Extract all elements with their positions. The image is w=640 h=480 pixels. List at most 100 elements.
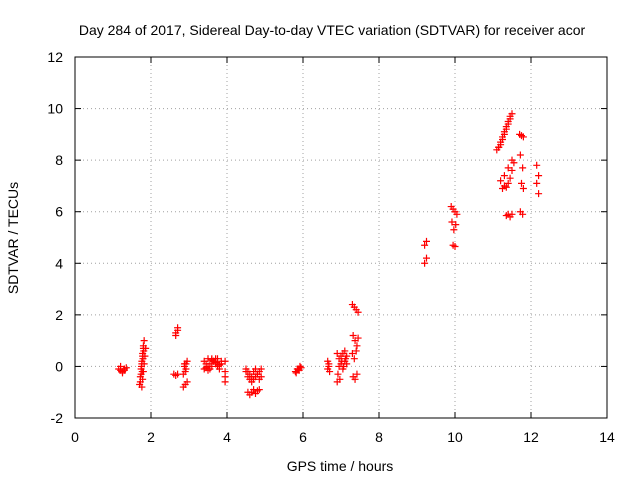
data-point — [353, 342, 361, 350]
data-point — [172, 329, 180, 337]
data-point — [142, 344, 150, 352]
y-tick-label: 0 — [55, 358, 63, 374]
data-point — [212, 355, 220, 363]
data-point — [499, 136, 506, 144]
data-point — [174, 324, 182, 332]
data-point — [497, 177, 505, 185]
data-point — [502, 183, 510, 191]
data-point — [140, 360, 148, 368]
data-point — [533, 161, 541, 169]
data-point — [296, 362, 304, 370]
data-point — [452, 221, 460, 229]
data-point — [182, 365, 190, 373]
data-point — [453, 210, 461, 218]
data-point — [508, 166, 516, 174]
data-point — [221, 378, 229, 386]
data-point — [500, 172, 508, 180]
data-point — [504, 179, 512, 187]
data-point — [204, 366, 212, 374]
data-point — [257, 365, 265, 373]
data-point — [508, 210, 516, 218]
x-axis-label: GPS time / hours — [287, 458, 394, 474]
y-tick-label: 2 — [55, 307, 63, 323]
data-point — [519, 210, 527, 218]
data-point — [518, 179, 525, 187]
data-point — [139, 368, 147, 376]
data-point — [183, 378, 191, 386]
data-point — [255, 386, 263, 394]
y-axis-label: SDTVAR / TECUs — [5, 182, 21, 294]
data-point — [506, 115, 514, 123]
data-point — [117, 362, 125, 370]
data-point — [502, 125, 510, 133]
data-point — [351, 375, 359, 383]
x-tick-label: 10 — [447, 429, 463, 445]
data-point — [497, 141, 505, 149]
data-point — [343, 360, 351, 368]
data-point — [423, 237, 430, 245]
data-point — [348, 350, 356, 358]
data-point — [500, 130, 508, 138]
data-point — [451, 243, 459, 251]
data-point — [508, 110, 516, 118]
data-point — [448, 218, 456, 226]
y-tick-label: 12 — [47, 49, 63, 65]
data-point — [140, 337, 148, 345]
data-point — [504, 120, 512, 128]
data-point — [353, 370, 361, 378]
grid-lines — [75, 57, 607, 418]
data-point — [334, 370, 342, 378]
data-point — [421, 241, 429, 249]
data-point — [139, 375, 147, 383]
x-tick-label: 12 — [523, 429, 539, 445]
y-tick-label: 4 — [55, 255, 63, 271]
data-point — [533, 179, 541, 187]
data-point — [354, 308, 362, 316]
data-point — [217, 360, 225, 368]
data-point — [204, 355, 212, 363]
data-point — [349, 331, 357, 339]
data-point — [242, 368, 250, 376]
plot-frame — [74, 56, 608, 419]
data-point — [352, 347, 360, 355]
data-point — [324, 365, 332, 373]
data-point — [519, 185, 527, 193]
data-point — [450, 226, 458, 234]
x-tick-label: 14 — [599, 429, 615, 445]
chart-title: Day 284 of 2017, Sidereal Day-to-day VTE… — [79, 22, 586, 38]
data-point — [516, 151, 524, 159]
data-point — [354, 334, 362, 342]
data-point — [504, 164, 512, 172]
data-point — [510, 159, 518, 167]
data-point — [180, 360, 188, 368]
x-tick-label: 0 — [71, 429, 79, 445]
data-point — [325, 360, 333, 368]
data-point — [335, 362, 343, 370]
data-point — [423, 254, 430, 262]
data-point — [138, 383, 146, 391]
data-point — [421, 259, 429, 267]
data-points — [115, 110, 543, 399]
data-point — [519, 164, 527, 172]
data-point — [506, 174, 514, 182]
data-point — [339, 350, 347, 358]
data-point — [292, 369, 300, 377]
y-tick-label: 8 — [55, 152, 63, 168]
data-point — [333, 378, 341, 386]
data-point — [141, 352, 149, 360]
data-point — [221, 357, 229, 365]
data-point — [535, 172, 543, 180]
axis-ticks: 0 2 4 6 8 10 12 14 -2 0 2 4 6 8 10 12 — [47, 49, 615, 445]
data-point — [120, 366, 128, 374]
x-tick-label: 6 — [299, 429, 307, 445]
y-tick-label: 10 — [47, 101, 63, 117]
y-tick-label: -2 — [51, 410, 64, 426]
y-tick-label: 6 — [55, 204, 63, 220]
x-tick-label: 2 — [147, 429, 155, 445]
x-tick-label: 4 — [223, 429, 231, 445]
data-point — [208, 362, 216, 370]
data-point — [535, 190, 543, 198]
data-point — [519, 133, 527, 141]
